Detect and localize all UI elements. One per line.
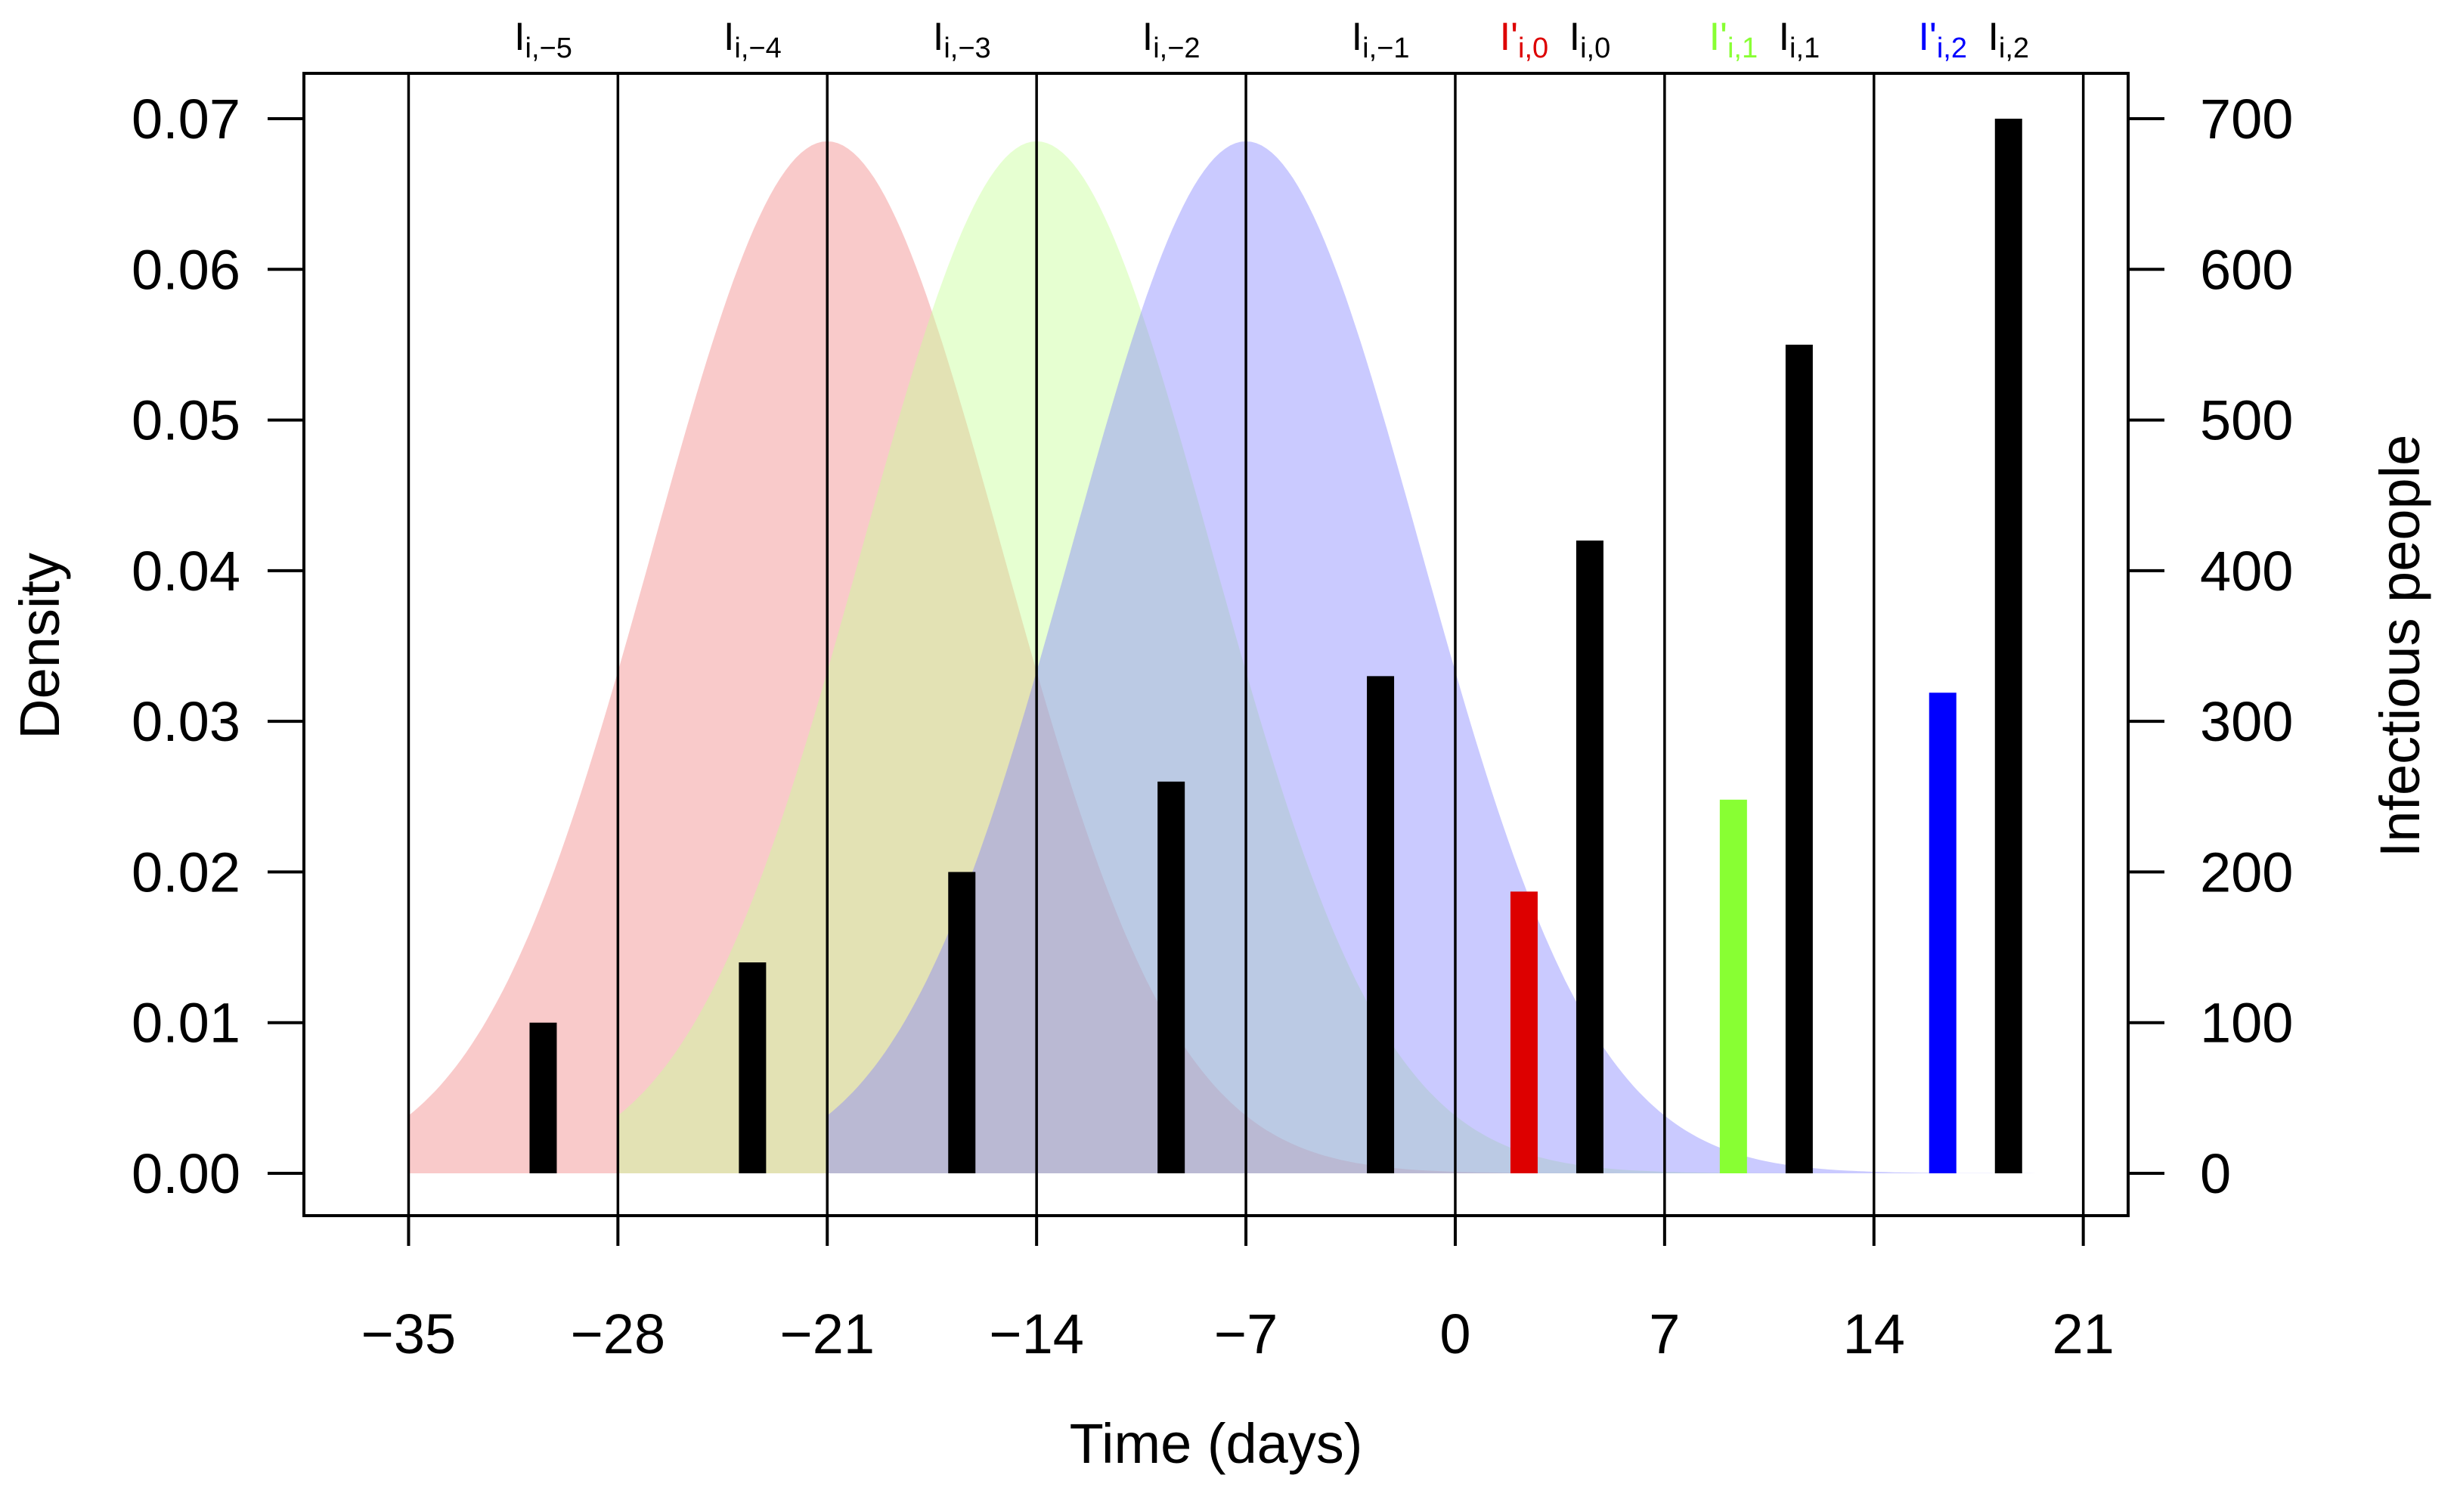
- bar: [739, 962, 767, 1173]
- top-label: Ii,−2: [1142, 15, 1201, 64]
- x-tick-label: −14: [989, 1303, 1084, 1365]
- x-tick-label: −35: [361, 1303, 457, 1365]
- top-label-subscript: i,0: [1580, 33, 1610, 64]
- x-axis-label: Time (days): [1070, 1412, 1363, 1475]
- y-left-tick-label: 0.02: [132, 841, 240, 903]
- top-label-subscript: i,1: [1789, 33, 1820, 64]
- top-label-subscript: i,−5: [525, 33, 572, 64]
- x-tick-label: 0: [1439, 1303, 1470, 1365]
- x-tick-label: −28: [571, 1303, 666, 1365]
- top-label: Ii,−5: [514, 15, 572, 64]
- top-label-base: I: [1779, 15, 1789, 59]
- top-label: I'i,2: [1918, 15, 1967, 64]
- top-label: Ii,0: [1569, 15, 1611, 64]
- top-label: Ii,−4: [723, 15, 782, 64]
- y-right-tick-label: 100: [2200, 992, 2293, 1055]
- top-label-base: I: [723, 15, 734, 59]
- top-label-base: I': [1500, 15, 1518, 59]
- top-label-subscript: i,0: [1518, 33, 1548, 64]
- bar: [1510, 891, 1538, 1173]
- y-left-tick-label: 0.03: [132, 690, 240, 753]
- top-label-subscript: i,−1: [1362, 33, 1409, 64]
- top-label-subscript: i,1: [1727, 33, 1758, 64]
- density-curve-3: [827, 141, 2084, 1173]
- x-tick-label: 7: [1649, 1303, 1680, 1365]
- y-left-tick-label: 0.00: [132, 1142, 240, 1205]
- top-label-subscript: i,−3: [943, 33, 990, 64]
- x-axis: −35 −28 −21 −14 −7 0 7 14 21: [361, 1216, 2115, 1365]
- y-right-tick-label: 500: [2200, 389, 2293, 452]
- top-label-subscript: i,−2: [1153, 33, 1200, 64]
- y-left-tick-label: 0.07: [132, 88, 240, 150]
- y-right-tick-label: 700: [2200, 88, 2293, 150]
- bar: [529, 1022, 557, 1173]
- x-tick-label: 21: [2053, 1303, 2115, 1365]
- top-label: Ii,1: [1779, 15, 1820, 64]
- y-left-axis: 0.00 0.01 0.02 0.03 0.04 0.05 0.06 0.07: [132, 88, 304, 1205]
- top-label-base: I: [1142, 15, 1153, 59]
- top-label-subscript: i,−4: [734, 33, 781, 64]
- top-label-subscript: i,2: [1937, 33, 1967, 64]
- bars: [529, 119, 2022, 1173]
- y-left-tick-label: 0.04: [132, 540, 240, 603]
- y-right-axis: 0 100 200 300 400 500 600 700: [2128, 88, 2293, 1205]
- density-curve-2: [618, 141, 1874, 1173]
- top-label-base: I: [1352, 15, 1362, 59]
- x-tick-label: 14: [1843, 1303, 1905, 1365]
- y-left-tick-label: 0.01: [132, 992, 240, 1055]
- top-label-base: I: [1988, 15, 1998, 59]
- bar: [1157, 781, 1185, 1173]
- top-label: I'i,1: [1709, 15, 1758, 64]
- top-label-subscript: i,2: [1999, 33, 2029, 64]
- density-curves: [408, 141, 2084, 1173]
- top-label-base: I: [933, 15, 943, 59]
- y-left-tick-label: 0.05: [132, 389, 240, 452]
- bar: [1994, 119, 2022, 1173]
- bar: [1367, 676, 1395, 1173]
- vertical-grid-lines: [407, 73, 2085, 1216]
- top-label: I'i,0: [1500, 15, 1549, 64]
- y-right-tick-label: 0: [2200, 1142, 2231, 1205]
- y-right-tick-label: 400: [2200, 540, 2293, 603]
- y-left-tick-label: 0.06: [132, 238, 240, 301]
- top-label: Ii,−1: [1352, 15, 1410, 64]
- top-labels: Ii,−5 Ii,−4 Ii,−3 Ii,−2 Ii,−1 I'i,0 Ii,0 I'i,1 I…: [514, 15, 2029, 64]
- bar: [948, 872, 976, 1173]
- x-tick-label: −21: [779, 1303, 875, 1365]
- top-label-base: I: [1569, 15, 1580, 59]
- density-curve-1: [408, 141, 1665, 1173]
- bar: [1576, 541, 1603, 1173]
- top-label-base: I: [514, 15, 525, 59]
- bar: [1719, 799, 1747, 1173]
- y-right-tick-label: 200: [2200, 841, 2293, 903]
- bar: [1785, 344, 1813, 1173]
- y-right-axis-label: Infectious people: [2369, 435, 2431, 858]
- top-label-base: I': [1918, 15, 1936, 59]
- x-tick-label: −7: [1214, 1303, 1278, 1365]
- top-label: Ii,−3: [933, 15, 991, 64]
- bar: [1929, 692, 1957, 1173]
- top-label: Ii,2: [1988, 15, 2029, 64]
- y-left-axis-label: Density: [8, 553, 71, 739]
- y-right-tick-label: 600: [2200, 238, 2293, 301]
- y-right-tick-label: 300: [2200, 690, 2293, 753]
- top-label-base: I': [1709, 15, 1727, 59]
- plot-frame: [302, 72, 2130, 1217]
